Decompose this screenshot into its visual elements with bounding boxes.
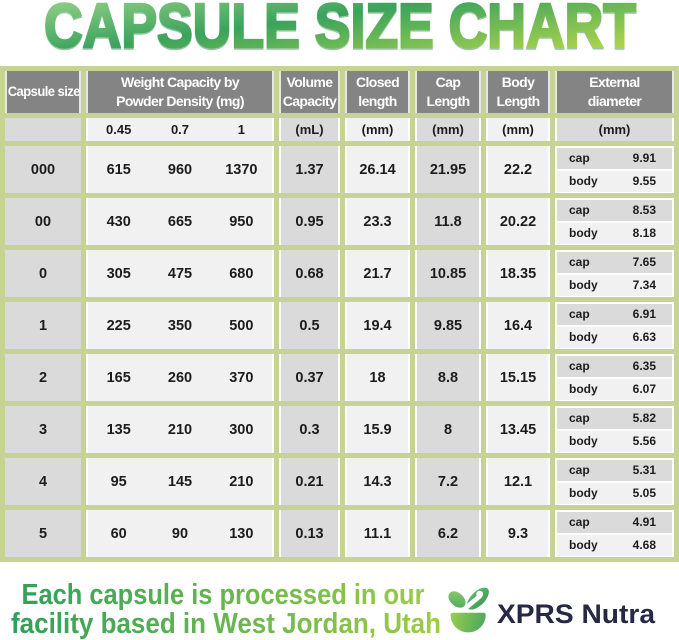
svg-text:CAPSULE SIZE CHART: CAPSULE SIZE CHART: [44, 0, 636, 60]
svg-text:CAPSULE SIZE CHART: CAPSULE SIZE CHART: [44, 0, 636, 60]
svg-text:facility based in West Jordan,: facility based in West Jordan, Utah: [11, 608, 441, 640]
svg-text:XPRS Nutra: XPRS Nutra: [497, 599, 656, 629]
svg-text:Each capsule is processed in o: Each capsule is processed in our: [22, 579, 425, 611]
